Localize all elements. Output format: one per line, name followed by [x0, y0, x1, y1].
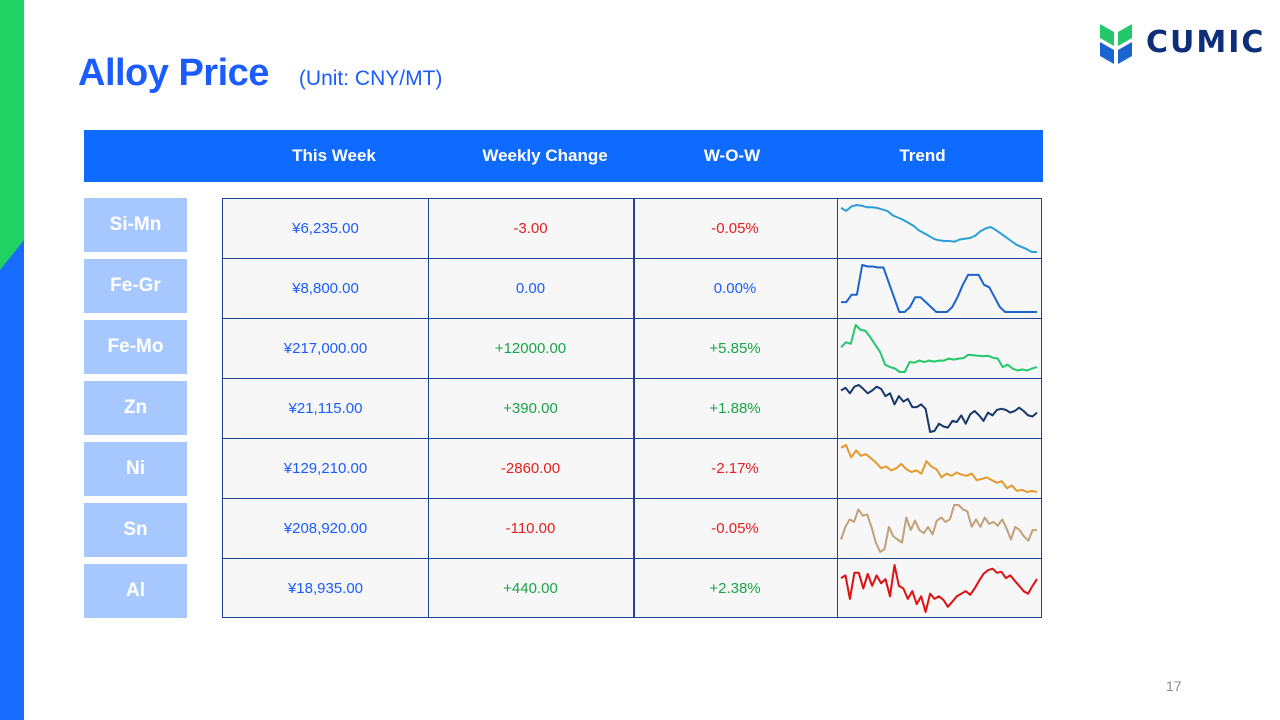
- trend-cell: [837, 499, 1041, 558]
- trend-line: [840, 384, 1038, 433]
- side-accent-bar: [0, 0, 24, 720]
- header-wow: W-O-W: [703, 146, 761, 165]
- trend-sparkline: [840, 324, 1038, 373]
- page-title: Alloy Price: [78, 52, 269, 94]
- header-weekly-change: Weekly Change: [482, 146, 608, 165]
- page-number: 17: [1166, 678, 1182, 694]
- change-cell: +12000.00: [428, 319, 635, 378]
- change-cell: -110.00: [428, 499, 635, 558]
- trend-line: [840, 504, 1037, 553]
- trend-sparkline: [840, 444, 1038, 493]
- cumic-logo-icon: [1100, 24, 1132, 64]
- alloy-label: Si-Mn: [84, 198, 187, 252]
- change-cell: -3.00: [428, 199, 635, 258]
- wow-cell: -0.05%: [633, 499, 838, 558]
- trend-line: [840, 444, 1038, 493]
- table-row: ¥6,235.00 -3.00 -0.05%: [223, 199, 1041, 259]
- table-header: This Week Weekly Change W-O-W Trend: [84, 130, 1043, 182]
- price-cell: ¥217,000.00: [223, 319, 429, 378]
- alloy-label: Fe-Gr: [84, 259, 187, 313]
- trend-cell: [837, 559, 1041, 618]
- cumic-logo: CUMIC: [1098, 18, 1265, 66]
- table-row: ¥208,920.00 -110.00 -0.05%: [223, 499, 1041, 559]
- trend-line: [840, 204, 1037, 253]
- table-row: ¥217,000.00 +12000.00 +5.85%: [223, 319, 1041, 379]
- wow-cell: -2.17%: [633, 439, 838, 498]
- header-trend: Trend: [899, 146, 946, 165]
- wow-cell: -0.05%: [633, 199, 838, 258]
- trend-cell: [837, 319, 1041, 378]
- table-row: ¥129,210.00 -2860.00 -2.17%: [223, 439, 1041, 499]
- alloy-label: Al: [84, 564, 187, 618]
- table-row: ¥21,115.00 +390.00 +1.88%: [223, 379, 1041, 439]
- trend-line: [840, 324, 1038, 373]
- change-cell: +390.00: [428, 379, 635, 438]
- logo-text: CUMIC: [1146, 24, 1266, 60]
- wow-cell: +1.88%: [633, 379, 838, 438]
- header-this-week: This Week: [292, 146, 376, 165]
- wow-cell: 0.00%: [633, 259, 838, 318]
- table-row: ¥8,800.00 0.00 0.00%: [223, 259, 1041, 319]
- change-cell: 0.00: [428, 259, 635, 318]
- trend-line: [840, 564, 1038, 613]
- alloy-label: Ni: [84, 442, 187, 496]
- trend-sparkline: [840, 564, 1038, 613]
- trend-sparkline: [840, 204, 1037, 253]
- trend-cell: [837, 439, 1041, 498]
- table-row: ¥18,935.00 +440.00 +2.38%: [223, 559, 1041, 619]
- alloy-label: Zn: [84, 381, 187, 435]
- alloy-label: Sn: [84, 503, 187, 557]
- price-cell: ¥21,115.00: [223, 379, 429, 438]
- price-cell: ¥8,800.00: [223, 259, 429, 318]
- trend-line: [841, 264, 1037, 313]
- price-cell: ¥129,210.00: [223, 439, 429, 498]
- price-table: ¥6,235.00 -3.00 -0.05% ¥8,800.00 0.00 0.00% ¥2…: [222, 198, 1042, 618]
- price-cell: ¥6,235.00: [223, 199, 429, 258]
- price-cell: ¥208,920.00: [223, 499, 429, 558]
- trend-sparkline: [840, 384, 1038, 433]
- unit-label: (Unit: CNY/MT): [298, 67, 443, 90]
- alloy-label: Fe-Mo: [84, 320, 187, 374]
- trend-cell: [837, 199, 1041, 258]
- trend-cell: [837, 259, 1041, 318]
- trend-sparkline: [840, 504, 1037, 553]
- change-cell: -2860.00: [428, 439, 635, 498]
- change-cell: +440.00: [428, 559, 635, 618]
- trend-sparkline: [841, 264, 1037, 313]
- wow-cell: +5.85%: [633, 319, 838, 378]
- title-block: Alloy Price (Unit: CNY/MT): [78, 52, 442, 95]
- price-cell: ¥18,935.00: [223, 559, 429, 618]
- trend-cell: [837, 379, 1041, 438]
- wow-cell: +2.38%: [633, 559, 838, 618]
